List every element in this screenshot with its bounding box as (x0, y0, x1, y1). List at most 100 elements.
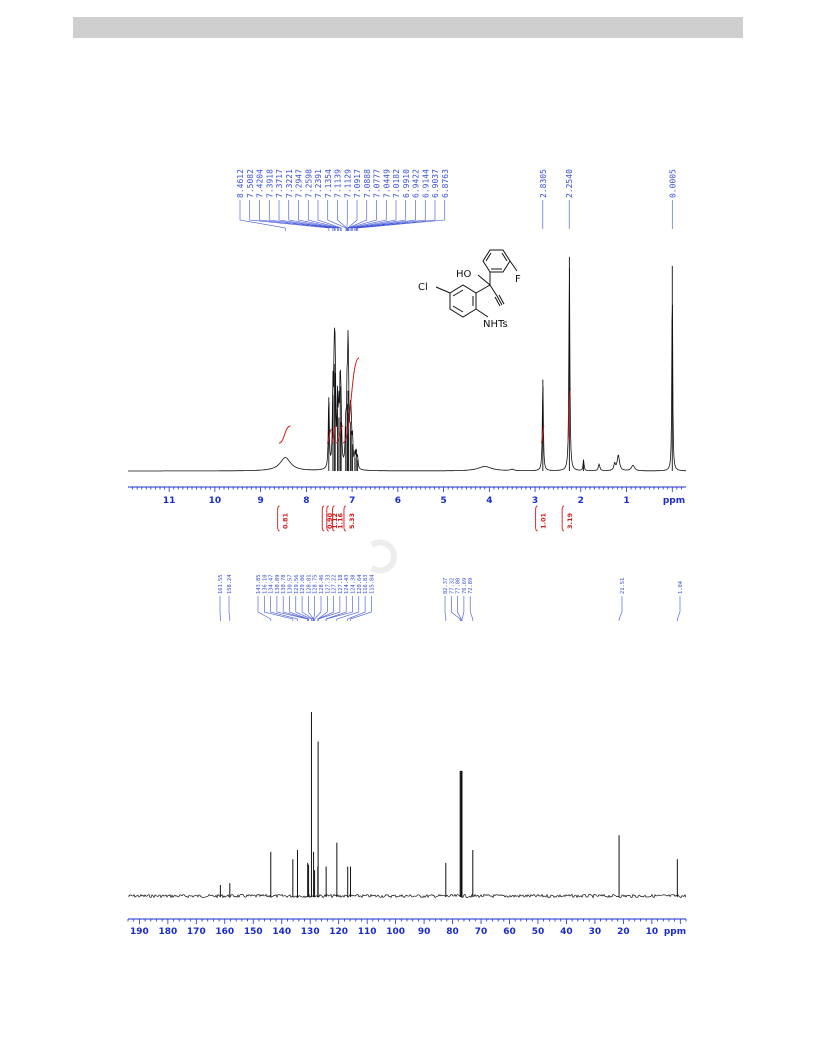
h1-tick-label: 6 (395, 496, 401, 506)
c13-peak-leader (350, 596, 372, 621)
h1-integral-curve-4 (342, 357, 360, 444)
c13-tick-label: 30 (589, 927, 602, 937)
h1-integral-value: 1.16 (337, 512, 345, 529)
h1-peak-label: 7.3918 (265, 169, 274, 198)
h1-peak-label: 7.0917 (353, 169, 362, 198)
h1-peak-label: 7.1129 (343, 169, 352, 198)
molecule-label-ho: HO (456, 269, 472, 280)
c13-tick-label: 160 (215, 927, 234, 937)
h1-tick-label: 7 (349, 496, 355, 506)
h1-peak-label: 7.3221 (285, 169, 294, 198)
h1-spectrum-trace (128, 268, 686, 472)
c13-tick-label: 10 (646, 927, 659, 937)
c13-tick-label: 170 (187, 927, 206, 937)
h1-tick-label: 10 (209, 496, 222, 506)
h1-integral-value: 0.81 (282, 512, 290, 529)
h1-integral-curve-0 (278, 425, 291, 444)
c13-peak-leader (295, 596, 312, 621)
c13-peak-label: 158.24 (227, 575, 233, 594)
aryl-ring-right (482, 249, 511, 273)
c13-peak-leader (317, 596, 328, 621)
h1-peak-label: 6.8763 (441, 169, 450, 198)
c13-peak-leader (457, 596, 462, 621)
c13-tick-label: 20 (617, 927, 630, 937)
h1-integral-value: 3.19 (566, 512, 574, 529)
h1-integral-value: 0.90 (326, 512, 334, 529)
c13-peak-label: 76.69 (462, 578, 468, 594)
molecule-label-nhts: NHTs (483, 319, 508, 330)
h1-peak-leader (239, 200, 286, 231)
c13-peak-leader (461, 596, 465, 621)
h1-peak-leader (317, 200, 342, 231)
c13-peak-label: 128.81 (306, 575, 312, 594)
h1-integral-bracket-0 (277, 505, 280, 532)
h1-peak-label: 6.9144 (421, 169, 430, 198)
c13-peak-label: 128.75 (313, 575, 319, 594)
c13-peak-leader (677, 596, 681, 621)
h1-integral-bracket-5 (535, 505, 538, 532)
h1-peak-leader (259, 200, 334, 231)
nhts-bond (475, 308, 489, 318)
h1-peak-label: 7.5082 (246, 169, 255, 198)
h1-peak-label: 7.0182 (392, 169, 401, 198)
h1-integral-value: 1.12 (331, 513, 339, 529)
c13-tick-label: 40 (560, 927, 573, 937)
header-bar (73, 17, 743, 38)
h1-peak-label: 7.3717 (275, 169, 284, 198)
c13-baseline-trace (127, 893, 687, 899)
c13-peak-leader (301, 596, 314, 621)
h1-tick-label: 4 (486, 496, 492, 506)
h1-peak-leader (355, 200, 426, 231)
h1-integral-curve-5 (540, 425, 545, 444)
c13-peak-label: 136.10 (262, 575, 268, 594)
h1-peak-leader (298, 200, 339, 231)
h1-peak-label: 7.1139 (334, 169, 343, 198)
c13-peak-label: 161.55 (218, 575, 224, 594)
h1-integral-curve-3 (335, 425, 344, 444)
c13-peak-leader (308, 596, 314, 621)
h1-integral-curve-1 (326, 428, 333, 444)
c13-peak-label: 127.33 (325, 575, 331, 594)
c13-tick-label: 150 (244, 927, 263, 937)
c13-peak-leader (347, 596, 366, 621)
c13-peak-leader (282, 596, 309, 621)
c13-peak-label: 21.51 (620, 578, 626, 594)
c13-tick-label: 90 (418, 927, 431, 937)
c13-tick-label: 80 (446, 927, 459, 937)
c13-tick-label: 140 (272, 927, 291, 937)
c13-tick-label: 100 (386, 927, 405, 937)
c13-peak-label: 82.37 (443, 578, 449, 594)
c13-peak-label: 128.46 (319, 575, 325, 594)
h1-peak-label: 0.0005 (668, 169, 677, 198)
h1-peak-leader (268, 200, 335, 231)
h1-nmr-spectrum: 0.81 0.901.121.16 5.33 1.01 3.19 11 10 9 8 7 6 5 4 3 2… (128, 169, 686, 532)
c13-peak-label: 120.64 (357, 575, 363, 594)
c13-peak-leader (313, 596, 315, 621)
f-bond (509, 260, 518, 272)
h1-peak-label: 7.0777 (373, 169, 382, 198)
molecule-label-cl: Cl (418, 282, 428, 293)
c13-peak-leader (444, 596, 447, 621)
c13-tick-label: 60 (503, 927, 516, 937)
h1-integral-bracket-1 (321, 505, 325, 532)
h1-tick-label: 5 (440, 496, 446, 506)
h1-peak-leader (352, 200, 407, 231)
h1-tick-label: 11 (163, 496, 176, 506)
cl-bond (435, 286, 451, 294)
c13-tick-label: 130 (301, 927, 320, 937)
c13-peak-label: 127.18 (338, 575, 344, 594)
c13-peak-leader (314, 596, 322, 621)
c13-peak-label: 130.78 (281, 575, 287, 594)
h1-integral-bracket-3 (332, 505, 335, 532)
h1-peak-leader (327, 200, 347, 231)
c13-peak-leader (451, 596, 461, 621)
c13-peak-leader (317, 596, 341, 621)
h1-integral-value: 1.01 (540, 512, 548, 529)
h1-peak-leader (356, 200, 436, 231)
c13-peak-leader (289, 596, 309, 621)
watermark-mark (370, 539, 397, 574)
h1-peak-label: 2.8305 (539, 169, 548, 198)
c13-peak-leader (336, 596, 360, 621)
h1-tick-label: 3 (532, 496, 538, 506)
